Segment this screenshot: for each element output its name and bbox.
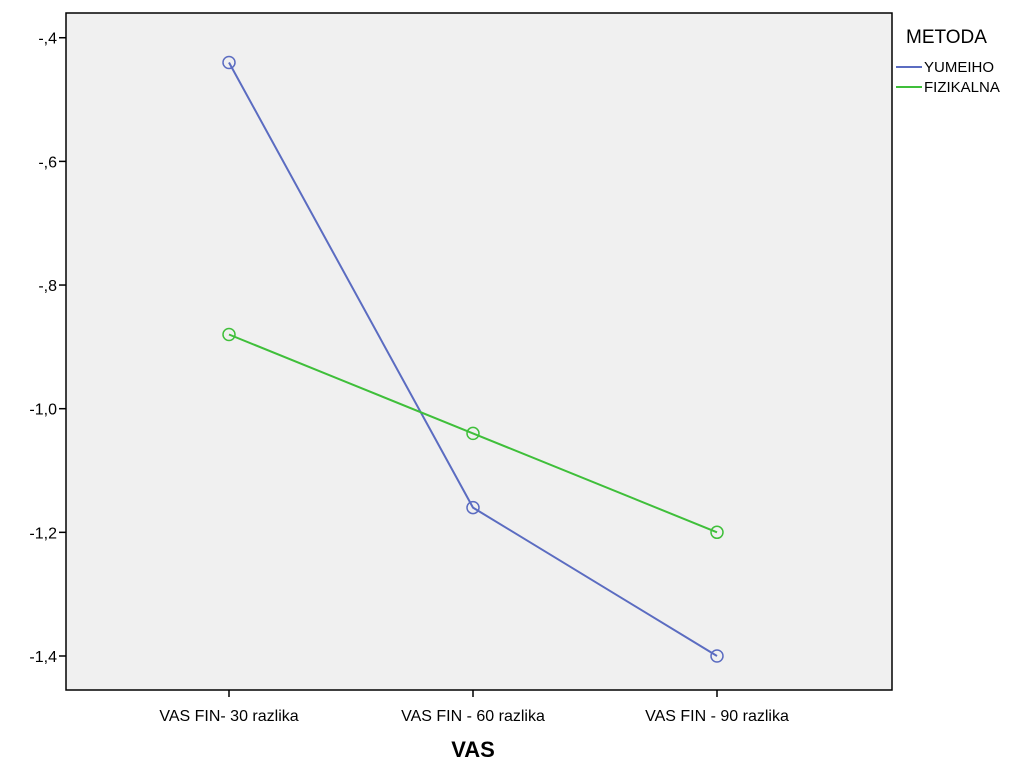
x-axis: VAS FIN- 30 razlika VAS FIN - 60 razlika V… bbox=[159, 690, 789, 725]
legend-label: YUMEIHO bbox=[924, 59, 994, 76]
y-tick-label: -1,2 bbox=[29, 525, 57, 542]
legend-title: METODA bbox=[906, 27, 987, 48]
series-lines bbox=[228, 62, 718, 657]
series-line-fizikalna bbox=[228, 333, 718, 534]
data-point-fizikalna bbox=[710, 525, 724, 540]
data-point-yumeiho bbox=[710, 649, 724, 663]
y-tick-label: -1,0 bbox=[29, 402, 57, 419]
data-point-yumeiho bbox=[466, 500, 480, 515]
data-point-fizikalna bbox=[466, 426, 480, 441]
y-axis: -,4 -,6 -,8 -1,0 -1,2 -1,4 bbox=[29, 31, 66, 666]
y-tick-label: -1,4 bbox=[29, 649, 57, 666]
plot-area bbox=[65, 12, 893, 691]
series-line-yumeiho bbox=[228, 62, 718, 657]
x-tick-label: VAS FIN - 90 razlika bbox=[645, 708, 789, 725]
x-tick-label: VAS FIN- 30 razlika bbox=[159, 708, 298, 725]
data-point-yumeiho bbox=[222, 55, 236, 70]
x-tick-label: VAS FIN - 60 razlika bbox=[401, 708, 545, 725]
x-axis-title: VAS bbox=[451, 737, 495, 762]
data-point-fizikalna bbox=[222, 327, 236, 342]
legend-label: FIZIKALNA bbox=[924, 79, 1000, 96]
series-markers bbox=[222, 55, 724, 663]
y-tick-label: -,4 bbox=[38, 31, 57, 48]
legend: METODA YUMEIHO FIZIKALNA bbox=[896, 27, 1000, 96]
y-tick-label: -,6 bbox=[38, 154, 57, 171]
y-tick-label: -,8 bbox=[38, 278, 57, 295]
